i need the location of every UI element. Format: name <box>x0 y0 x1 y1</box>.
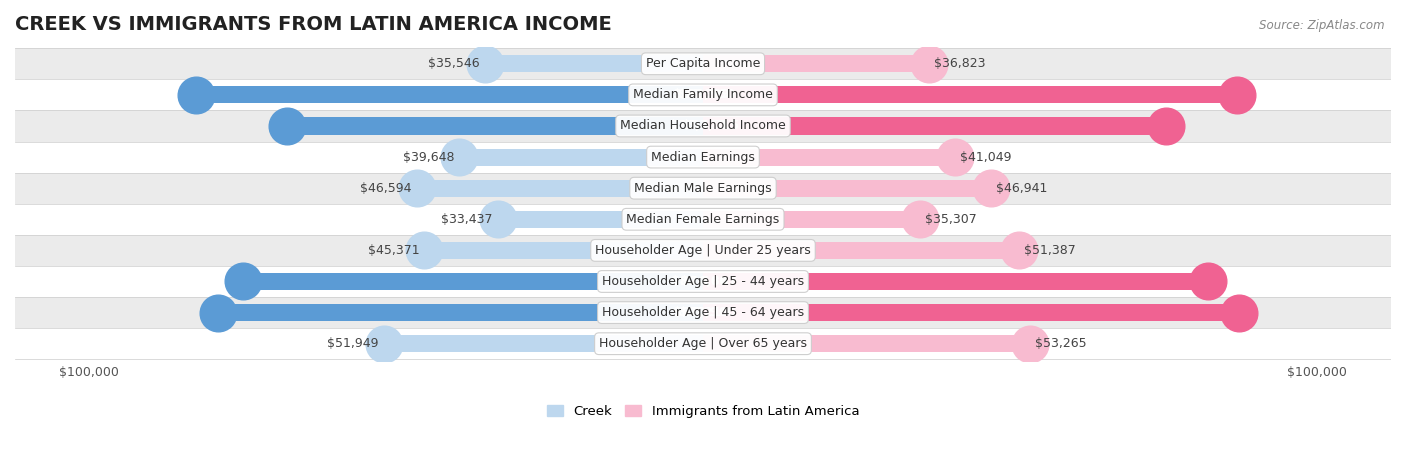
Text: CREEK VS IMMIGRANTS FROM LATIN AMERICA INCOME: CREEK VS IMMIGRANTS FROM LATIN AMERICA I… <box>15 15 612 34</box>
Text: Householder Age | 45 - 64 years: Householder Age | 45 - 64 years <box>602 306 804 319</box>
Text: $51,387: $51,387 <box>1024 244 1076 257</box>
Bar <box>0 266 1406 297</box>
Bar <box>703 242 1019 259</box>
Bar <box>703 117 1167 134</box>
Bar <box>287 117 703 134</box>
Text: $75,420: $75,420 <box>669 120 725 133</box>
Bar <box>218 304 703 321</box>
Bar <box>0 173 1406 204</box>
Bar <box>703 180 991 197</box>
Bar <box>460 149 703 166</box>
Text: $82,166: $82,166 <box>671 275 728 288</box>
Text: Per Capita Income: Per Capita Income <box>645 57 761 70</box>
Text: $53,265: $53,265 <box>1035 337 1087 350</box>
Bar <box>703 149 955 166</box>
Text: $46,941: $46,941 <box>997 182 1047 195</box>
Bar <box>243 273 703 290</box>
Text: Median Household Income: Median Household Income <box>620 120 786 133</box>
Text: $86,989: $86,989 <box>673 88 730 101</box>
Text: Householder Age | 25 - 44 years: Householder Age | 25 - 44 years <box>602 275 804 288</box>
Bar <box>425 242 703 259</box>
Text: $39,648: $39,648 <box>404 150 454 163</box>
Text: $36,823: $36,823 <box>934 57 986 70</box>
Text: $45,371: $45,371 <box>368 244 419 257</box>
Bar <box>703 55 929 72</box>
Text: $51,949: $51,949 <box>328 337 380 350</box>
Bar <box>0 110 1406 142</box>
Text: $46,594: $46,594 <box>360 182 412 195</box>
Bar <box>703 273 1208 290</box>
Bar <box>0 297 1406 328</box>
Text: Householder Age | Over 65 years: Householder Age | Over 65 years <box>599 337 807 350</box>
Bar <box>703 86 1237 103</box>
Bar <box>703 304 1239 321</box>
Bar <box>485 55 703 72</box>
Bar <box>498 211 703 228</box>
Text: $67,715: $67,715 <box>682 120 740 133</box>
Text: Median Family Income: Median Family Income <box>633 88 773 101</box>
Text: Median Earnings: Median Earnings <box>651 150 755 163</box>
Text: $87,219: $87,219 <box>673 306 730 319</box>
Bar <box>0 48 1406 79</box>
Text: Median Female Earnings: Median Female Earnings <box>627 213 779 226</box>
Bar <box>0 328 1406 359</box>
Bar <box>0 204 1406 235</box>
Legend: Creek, Immigrants from Latin America: Creek, Immigrants from Latin America <box>541 399 865 423</box>
Bar <box>416 180 703 197</box>
Bar <box>703 335 1031 352</box>
Text: $35,546: $35,546 <box>427 57 479 70</box>
Bar <box>0 142 1406 173</box>
Bar <box>384 335 703 352</box>
Text: $82,560: $82,560 <box>678 88 735 101</box>
Bar <box>0 235 1406 266</box>
Bar <box>703 211 920 228</box>
Text: Source: ZipAtlas.com: Source: ZipAtlas.com <box>1260 19 1385 32</box>
Bar <box>195 86 703 103</box>
Text: $74,847: $74,847 <box>681 275 737 288</box>
Text: Householder Age | Under 25 years: Householder Age | Under 25 years <box>595 244 811 257</box>
Text: $41,049: $41,049 <box>960 150 1011 163</box>
Text: Median Male Earnings: Median Male Earnings <box>634 182 772 195</box>
Bar <box>0 79 1406 110</box>
Text: $78,960: $78,960 <box>679 306 735 319</box>
Text: $35,307: $35,307 <box>925 213 977 226</box>
Text: $33,437: $33,437 <box>441 213 492 226</box>
